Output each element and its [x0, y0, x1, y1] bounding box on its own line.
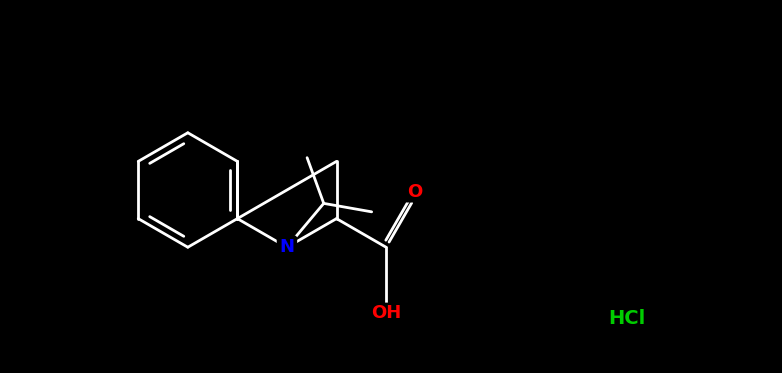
Text: HCl: HCl [608, 308, 645, 327]
Text: OH: OH [371, 304, 401, 322]
Text: N: N [279, 238, 295, 256]
Text: O: O [407, 183, 422, 201]
